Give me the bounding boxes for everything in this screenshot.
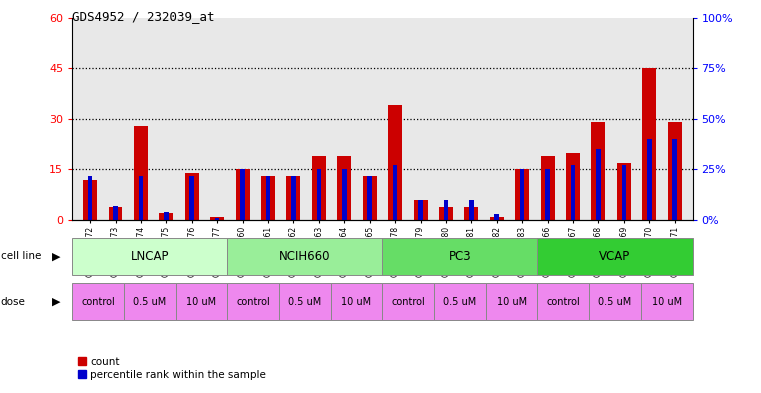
Text: 0.5 uM: 0.5 uM <box>133 297 167 307</box>
Bar <box>88 176 92 220</box>
Bar <box>124 283 176 320</box>
Bar <box>647 139 651 220</box>
Bar <box>317 169 321 220</box>
Bar <box>215 218 219 220</box>
Bar <box>337 156 352 220</box>
Bar <box>240 169 245 220</box>
Bar <box>72 238 228 275</box>
Bar <box>444 200 448 220</box>
Bar <box>537 283 589 320</box>
Text: LNCAP: LNCAP <box>131 250 169 263</box>
Bar <box>546 169 550 220</box>
Bar <box>540 156 555 220</box>
Bar <box>617 163 631 220</box>
Bar <box>185 173 199 220</box>
Text: ▶: ▶ <box>52 297 60 307</box>
Bar <box>189 176 194 220</box>
Text: PC3: PC3 <box>449 250 471 263</box>
Bar <box>520 169 524 220</box>
Bar <box>571 165 575 220</box>
Bar <box>464 207 479 220</box>
Bar <box>673 139 677 220</box>
Bar <box>368 176 372 220</box>
Bar <box>134 126 148 220</box>
Bar <box>641 283 693 320</box>
Text: 0.5 uM: 0.5 uM <box>598 297 632 307</box>
Bar <box>72 283 124 320</box>
Bar <box>286 176 301 220</box>
Bar <box>164 212 169 220</box>
Text: 10 uM: 10 uM <box>342 297 371 307</box>
Bar <box>83 180 97 220</box>
Bar <box>279 283 331 320</box>
Text: control: control <box>546 297 580 307</box>
Text: 10 uM: 10 uM <box>186 297 217 307</box>
Bar <box>667 122 682 220</box>
Bar <box>413 200 428 220</box>
Bar <box>434 283 486 320</box>
Bar <box>342 169 346 220</box>
Bar <box>210 217 224 220</box>
Bar <box>312 156 326 220</box>
Bar <box>383 283 434 320</box>
Text: GDS4952 / 232039_at: GDS4952 / 232039_at <box>72 10 215 23</box>
Bar <box>159 213 174 220</box>
Bar <box>228 238 383 275</box>
Text: 10 uM: 10 uM <box>651 297 682 307</box>
Bar <box>331 283 383 320</box>
Bar <box>393 165 397 220</box>
Bar <box>469 200 473 220</box>
Bar <box>642 68 656 220</box>
Bar <box>266 176 270 220</box>
Text: NCIH660: NCIH660 <box>279 250 330 263</box>
Bar <box>109 207 123 220</box>
Text: control: control <box>237 297 270 307</box>
Text: 10 uM: 10 uM <box>496 297 527 307</box>
Legend: count, percentile rank within the sample: count, percentile rank within the sample <box>74 353 270 384</box>
Text: cell line: cell line <box>1 252 41 261</box>
Bar <box>176 283 228 320</box>
Bar <box>363 176 377 220</box>
Bar <box>139 176 143 220</box>
Bar <box>537 238 693 275</box>
Text: ▶: ▶ <box>52 252 60 261</box>
Bar <box>486 283 537 320</box>
Bar <box>490 217 504 220</box>
Text: control: control <box>81 297 115 307</box>
Text: control: control <box>391 297 425 307</box>
Bar <box>495 214 499 220</box>
Bar <box>566 152 580 220</box>
Text: dose: dose <box>1 297 26 307</box>
Text: VCAP: VCAP <box>600 250 631 263</box>
Bar <box>228 283 279 320</box>
Bar <box>113 206 118 220</box>
Bar <box>383 238 537 275</box>
Bar <box>515 169 529 220</box>
Bar <box>419 200 423 220</box>
Bar <box>589 283 641 320</box>
Text: 0.5 uM: 0.5 uM <box>288 297 321 307</box>
Bar <box>236 169 250 220</box>
Bar <box>291 176 296 220</box>
Text: 0.5 uM: 0.5 uM <box>444 297 476 307</box>
Bar <box>388 105 402 220</box>
Bar <box>261 176 275 220</box>
Bar <box>591 122 606 220</box>
Bar <box>439 207 453 220</box>
Bar <box>622 165 626 220</box>
Bar <box>596 149 600 220</box>
